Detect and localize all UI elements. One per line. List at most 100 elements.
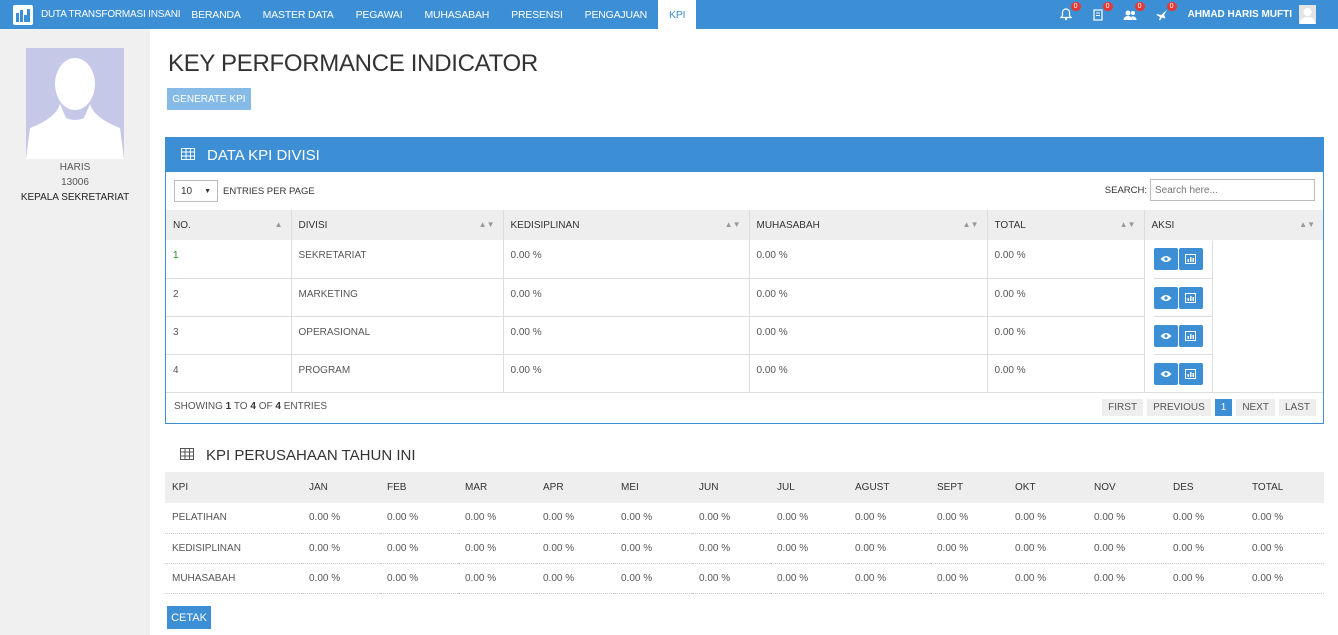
cell-value: 0.00 % [848,503,930,534]
chart-button[interactable] [1178,362,1203,385]
column-header-label: AKSI [1151,219,1175,231]
brand[interactable]: DUTA TRANSFORMASI INSANI [0,0,180,29]
pagination: FIRST PREVIOUS 1 NEXT LAST [1098,399,1316,416]
bell-icon[interactable]: 0 [1058,1,1081,23]
menu-item-master-data[interactable]: MASTER DATA [262,8,334,21]
column-header-muhasabah[interactable]: MUHASABAH ▲▼ [749,210,988,240]
view-button[interactable] [1153,324,1178,347]
table-row: 1 SEKRETARIAT 0.00 % 0.00 % 0.00 % [166,240,1323,279]
page-title: KEY PERFORMANCE INDICATOR [168,50,538,77]
cell-aksi [1144,316,1323,354]
column-header-jun: JUN [692,472,770,503]
view-button[interactable] [1153,248,1178,270]
user-avatar[interactable] [1299,5,1316,24]
column-header-label: KEDISIPLINAN [510,219,580,231]
cell-value: 0.00 % [692,503,770,534]
menu-item-muhasabah[interactable]: MUHASABAH [424,8,490,21]
menu-item-pegawai[interactable]: PEGAWAI [355,8,403,21]
sort-icon: ▲▼ [962,220,979,229]
cell-kpi: KEDISIPLINAN [165,533,302,564]
chart-button[interactable] [1178,248,1203,270]
column-header-label: MUHASABAH [756,219,820,231]
sidebar: HARIS 13006 KEPALA SEKRETARIAT [0,29,150,635]
column-header-agust: AGUST [848,472,930,503]
chart-button[interactable] [1178,324,1203,347]
cell-no: 3 [166,316,292,355]
cell-divisi: OPERASIONAL [291,316,504,355]
cell-total: 0.00 % [1245,503,1324,534]
column-header-des: DES [1166,472,1245,503]
cell-kedisiplinan: 0.00 % [503,354,750,393]
cell-value: 0.00 % [536,503,614,534]
search-input[interactable] [1150,179,1315,201]
cell-divisi: SEKRETARIAT [291,240,504,279]
pagination-page-1[interactable]: 1 [1214,399,1233,416]
cell-value: 0.00 % [1166,533,1245,564]
book-icon[interactable]: 0 [1090,1,1113,23]
cell-value: 0.00 % [1087,563,1166,594]
cell-divisi: PROGRAM [291,354,504,393]
column-header-total[interactable]: TOTAL ▲▼ [987,210,1145,240]
division-kpi-table: NO. ▲ DIVISI ▲▼ KEDISIPLINAN ▲▼ MUHASABAH ▲▼… [166,210,1323,393]
profile-name: HARIS [59,162,91,173]
entries-value: 10 [181,185,193,197]
menu-item-pengajuan[interactable]: PENGAJUAN [584,8,648,21]
user-name[interactable]: AHMAD HARIS MUFTI [1187,9,1292,20]
column-header-mei: MEI [614,472,692,503]
column-header-mar: MAR [458,472,536,503]
table-row: 2 MARKETING 0.00 % 0.00 % 0.00 % [166,278,1323,317]
pagination-last[interactable]: LAST [1278,399,1316,416]
users-icon[interactable]: 0 [1122,1,1145,23]
view-button[interactable] [1153,286,1178,309]
cell-kpi: MUHASABAH [165,563,302,594]
showing-total: 4 [275,401,281,412]
cell-muhasabah: 0.00 % [749,278,988,317]
cell-no: 1 [166,240,292,279]
pagination-previous[interactable]: PREVIOUS [1147,399,1211,416]
chart-button[interactable] [1178,286,1203,309]
cell-aksi [1144,354,1323,393]
cell-value: 0.00 % [614,503,692,534]
cell-value: 0.00 % [536,563,614,594]
column-header-kedisiplinan[interactable]: KEDISIPLINAN ▲▼ [503,210,750,240]
column-header-divisi[interactable]: DIVISI ▲▼ [291,210,504,240]
cell-value: 0.00 % [380,503,458,534]
cell-value: 0.00 % [458,533,536,564]
menu-item-beranda[interactable]: BERANDA [191,8,241,21]
view-button[interactable] [1153,362,1178,385]
plane-icon[interactable]: 0 [1154,1,1177,23]
cell-aksi [1144,278,1323,316]
division-panel-title: DATA KPI DIVISI [207,146,320,164]
sort-icon: ▲▼ [1119,220,1136,229]
generate-kpi-button[interactable]: GENERATE KPI [167,88,251,110]
print-button[interactable]: CETAK [167,606,211,629]
cell-total: 0.00 % [987,240,1145,279]
cell-total: 0.00 % [1245,563,1324,594]
cell-value: 0.00 % [302,533,380,564]
menu-item-presensi[interactable]: PRESENSI [511,8,563,21]
cell-value: 0.00 % [1008,533,1087,564]
cell-value: 0.00 % [930,503,1008,534]
cell-kedisiplinan: 0.00 % [503,240,750,279]
cell-value: 0.00 % [1008,503,1087,534]
entries-per-page-select[interactable]: 10 ▼ [174,180,218,202]
column-header-okt: OKT [1008,472,1087,503]
brand-logo-icon [13,4,33,25]
brand-name: DUTA TRANSFORMASI INSANI [41,9,181,20]
table-row: PELATIHAN 0.00 % 0.00 % 0.00 % 0.00 % 0.… [165,503,1324,534]
cell-value: 0.00 % [380,533,458,564]
main-menu: BERANDA MASTER DATA PEGAWAI MUHASABAH PR… [180,0,697,29]
menu-item-kpi[interactable]: KPI [658,0,697,29]
cell-value: 0.00 % [848,563,930,594]
showing-to-word: TO [233,401,248,412]
column-header-no[interactable]: NO. ▲ [166,210,292,240]
pagination-first[interactable]: FIRST [1102,399,1144,416]
column-header-total: TOTAL [1245,472,1324,503]
sort-icon: ▲▼ [1299,220,1315,229]
cell-muhasabah: 0.00 % [749,354,988,393]
profile-role: KEPALA SEKRETARIAT [20,192,130,203]
column-header-aksi[interactable]: AKSI ▲▼ [1144,210,1323,240]
sort-icon: ▲▼ [478,220,495,229]
pagination-next[interactable]: NEXT [1236,399,1275,416]
cell-value: 0.00 % [692,533,770,564]
